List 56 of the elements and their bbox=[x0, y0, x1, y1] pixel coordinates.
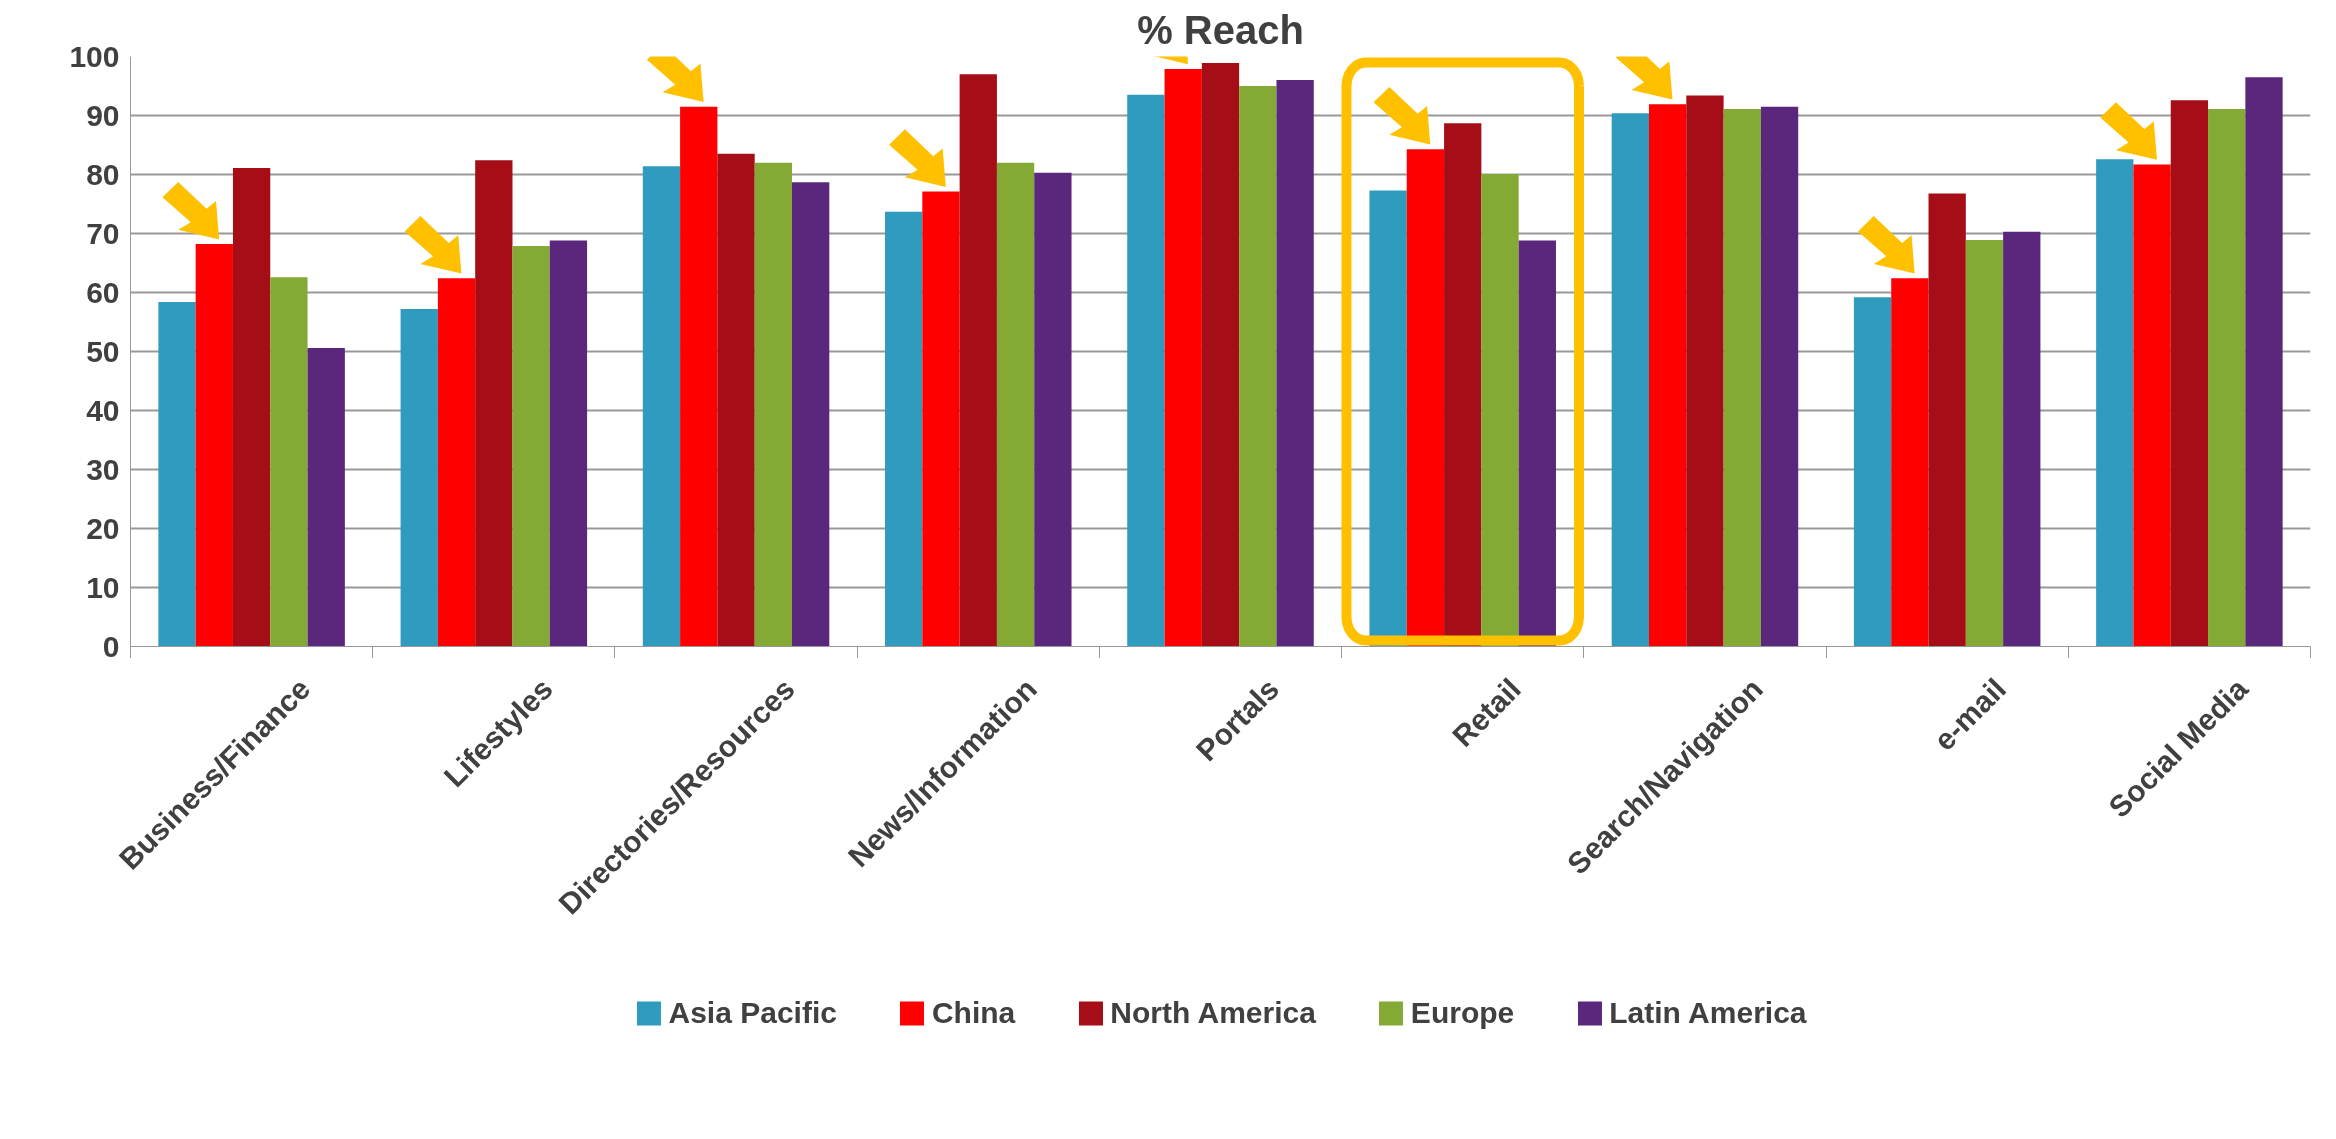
bar bbox=[1127, 94, 1165, 647]
bar bbox=[437, 278, 476, 647]
y-tick-label: 10 bbox=[86, 570, 120, 604]
y-tick-label: 40 bbox=[86, 393, 120, 427]
bar bbox=[2208, 109, 2246, 647]
legend-label: Latin America bbox=[1609, 996, 1807, 1030]
bar bbox=[158, 301, 196, 647]
bar bbox=[680, 106, 718, 647]
legend-label: Asia Pacific bbox=[668, 996, 837, 1030]
bar bbox=[270, 277, 308, 647]
bar bbox=[2170, 100, 2209, 647]
bar bbox=[2245, 77, 2283, 647]
bar bbox=[1686, 95, 1724, 647]
bar bbox=[642, 166, 681, 647]
y-tick-label: 80 bbox=[86, 157, 120, 191]
bar bbox=[1164, 68, 1202, 647]
bar bbox=[400, 309, 438, 647]
bar bbox=[1760, 106, 1799, 647]
bar bbox=[2003, 231, 2041, 647]
bar bbox=[512, 245, 550, 647]
y-tick-label: 50 bbox=[86, 334, 120, 368]
bar bbox=[717, 153, 755, 647]
legend-label: Europe bbox=[1410, 996, 1515, 1030]
bar bbox=[792, 182, 830, 647]
y-tick-label: 0 bbox=[102, 629, 120, 663]
bar bbox=[1239, 86, 1277, 647]
y-tick-label: 100 bbox=[69, 39, 120, 73]
bar bbox=[1891, 278, 1929, 647]
bar bbox=[959, 74, 997, 647]
bar bbox=[307, 347, 345, 647]
bar bbox=[1965, 239, 2004, 647]
bar bbox=[922, 191, 960, 647]
bar bbox=[195, 244, 233, 647]
bar bbox=[996, 162, 1035, 647]
bar bbox=[1853, 297, 1892, 647]
bar bbox=[1201, 62, 1240, 647]
bar bbox=[1611, 113, 1649, 647]
bar bbox=[1276, 80, 1314, 647]
y-tick-label: 20 bbox=[86, 511, 120, 545]
bar bbox=[2133, 164, 2171, 647]
bar bbox=[1723, 109, 1761, 647]
legend-label: North America bbox=[1110, 996, 1316, 1030]
bar bbox=[475, 160, 513, 647]
bar bbox=[549, 240, 588, 647]
y-tick-label: 70 bbox=[86, 216, 120, 250]
y-tick-label: 90 bbox=[86, 98, 120, 132]
legend-label: China bbox=[931, 996, 1016, 1030]
bar bbox=[754, 162, 793, 647]
bar bbox=[885, 211, 923, 647]
chart-title: % Reach bbox=[1137, 7, 1304, 52]
y-tick-label: 60 bbox=[86, 275, 120, 309]
bar bbox=[1034, 172, 1072, 647]
bar bbox=[1648, 104, 1687, 647]
bar bbox=[232, 168, 271, 647]
bar bbox=[1928, 193, 1966, 647]
y-tick-label: 30 bbox=[86, 452, 120, 486]
